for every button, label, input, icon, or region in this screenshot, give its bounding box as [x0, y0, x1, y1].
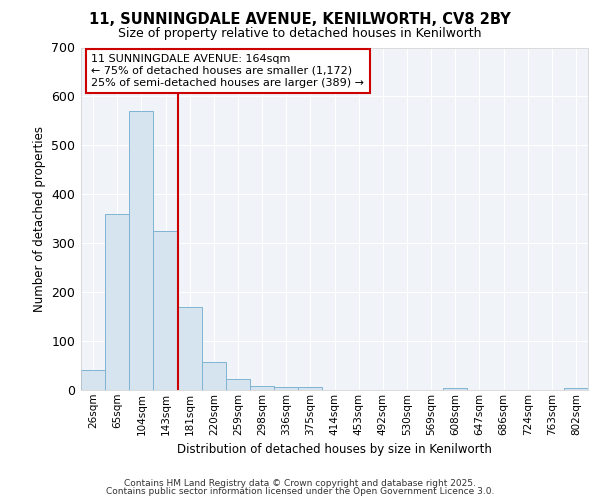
Bar: [178, 307, 202, 390]
X-axis label: Distribution of detached houses by size in Kenilworth: Distribution of detached houses by size …: [177, 443, 492, 456]
Text: 11 SUNNINGDALE AVENUE: 164sqm
← 75% of detached houses are smaller (1,172)
25% o: 11 SUNNINGDALE AVENUE: 164sqm ← 75% of d…: [91, 54, 364, 88]
Bar: [443, 388, 467, 390]
Bar: [202, 362, 226, 390]
Text: Size of property relative to detached houses in Kenilworth: Size of property relative to detached ho…: [118, 28, 482, 40]
Bar: [226, 378, 250, 390]
Text: Contains HM Land Registry data © Crown copyright and database right 2025.: Contains HM Land Registry data © Crown c…: [124, 478, 476, 488]
Bar: [129, 111, 154, 390]
Bar: [564, 388, 588, 390]
Bar: [105, 214, 129, 390]
Bar: [81, 370, 105, 390]
Bar: [298, 387, 322, 390]
Text: 11, SUNNINGDALE AVENUE, KENILWORTH, CV8 2BY: 11, SUNNINGDALE AVENUE, KENILWORTH, CV8 …: [89, 12, 511, 28]
Bar: [250, 386, 274, 390]
Bar: [154, 231, 178, 390]
Y-axis label: Number of detached properties: Number of detached properties: [33, 126, 46, 312]
Bar: [274, 387, 298, 390]
Text: Contains public sector information licensed under the Open Government Licence 3.: Contains public sector information licen…: [106, 487, 494, 496]
